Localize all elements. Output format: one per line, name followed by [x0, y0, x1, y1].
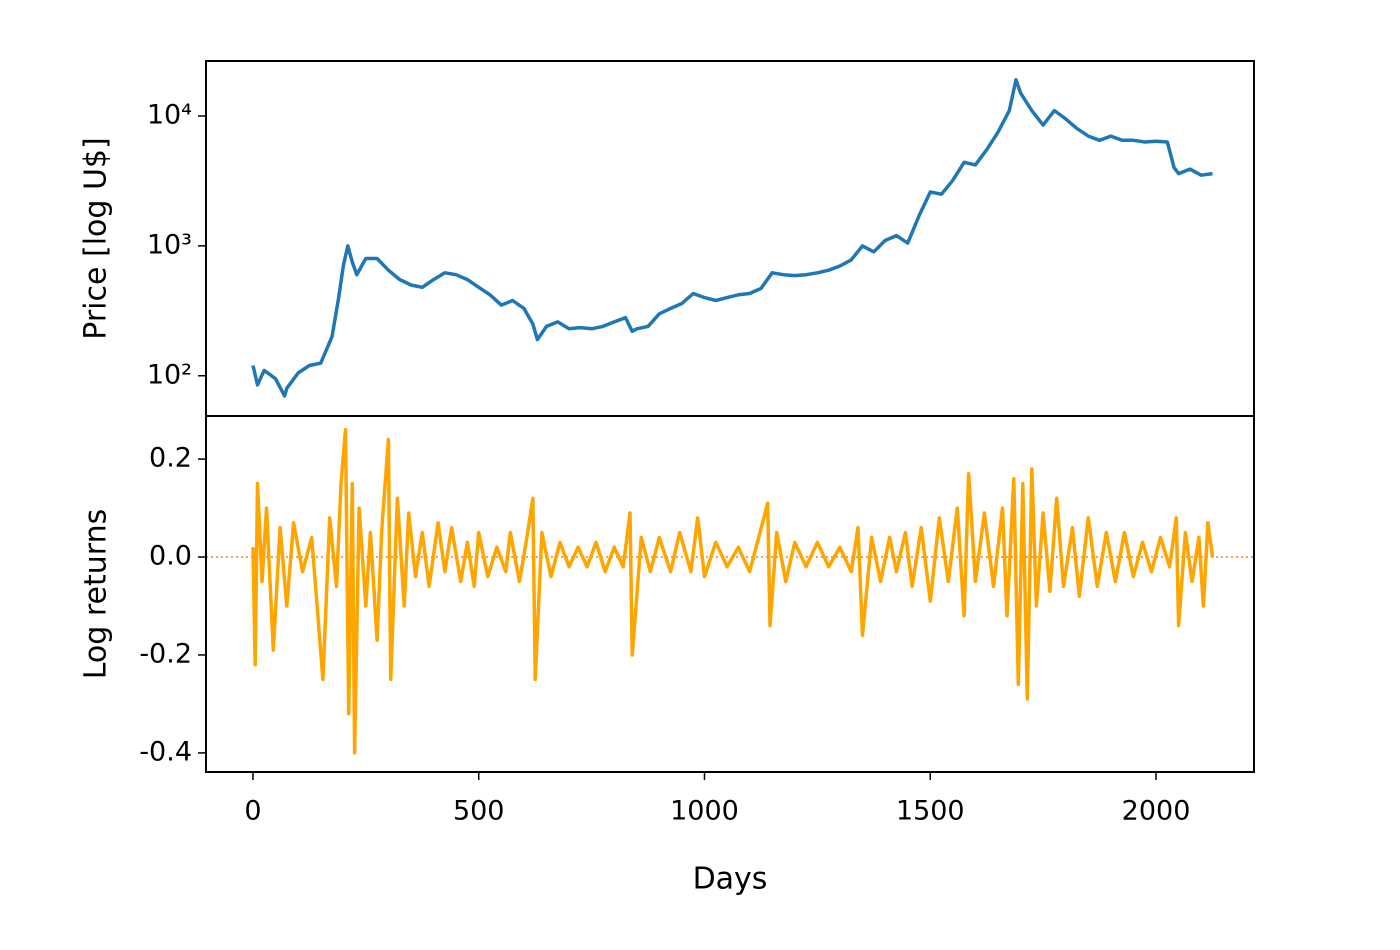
- data-line: [251, 427, 1215, 755]
- x-tick-label: 500: [453, 796, 505, 827]
- axes-frame: [205, 415, 1255, 773]
- x-tick-label: 1000: [670, 796, 739, 827]
- x-tick-label: 1500: [896, 796, 965, 827]
- y-tick-label: 0.0: [149, 541, 192, 572]
- x-tick-label: 0: [244, 796, 261, 827]
- y-axis-label: Log returns: [79, 509, 114, 679]
- y-tick-label: 10⁴: [147, 99, 192, 130]
- y-tick-label: -0.2: [139, 638, 192, 669]
- y-tick-label: 10³: [147, 229, 192, 260]
- y-tick-label: 0.2: [149, 443, 192, 474]
- axes-frame: [205, 60, 1255, 417]
- y-tick-label: 10²: [147, 359, 192, 390]
- data-line: [251, 78, 1213, 398]
- x-tick-label: 2000: [1122, 796, 1191, 827]
- x-axis-label: Days: [693, 862, 768, 897]
- y-tick-label: -0.4: [139, 736, 192, 767]
- y-axis-label: Price [log U$]: [79, 137, 114, 339]
